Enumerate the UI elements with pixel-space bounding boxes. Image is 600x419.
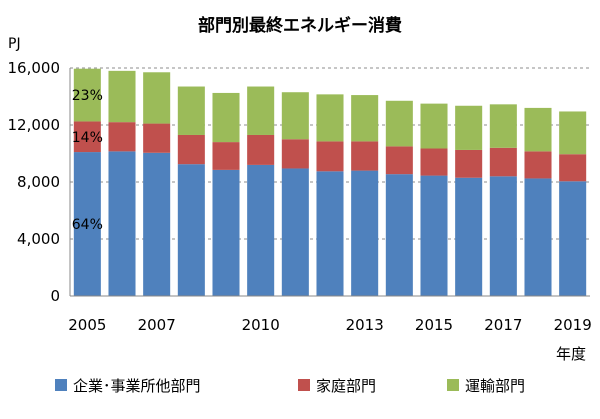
bar-segment	[455, 149, 483, 178]
bar-segment	[489, 147, 517, 177]
bar-segment	[143, 72, 171, 124]
bar-segment	[281, 92, 309, 140]
x-tick-label: 2013	[346, 316, 384, 334]
bar-segment	[351, 95, 379, 142]
bar-segment	[247, 86, 275, 135]
bar-segment	[143, 152, 171, 296]
legend-entry: 家庭部門	[316, 377, 376, 395]
bar-segment	[489, 104, 517, 148]
x-tick-label: 2019	[554, 316, 592, 334]
legend-entry: 企業･事業所他部門	[73, 377, 201, 395]
bar-segment	[212, 142, 240, 170]
bar-segment	[351, 170, 379, 296]
bar-segment	[420, 103, 448, 149]
bar-segment	[177, 134, 205, 165]
legend-swatch	[298, 379, 310, 391]
bar-segment	[143, 123, 171, 153]
bar-segment	[247, 134, 275, 165]
bar-segment	[73, 121, 101, 153]
bars	[73, 68, 587, 296]
x-tick-label: 2017	[484, 316, 522, 334]
legend-swatch	[55, 379, 67, 391]
y-tick-label: 16,000	[8, 59, 61, 77]
bar-segment	[108, 122, 136, 152]
bar-segment	[455, 177, 483, 296]
share-label: 23%	[72, 88, 103, 104]
bar-segment	[455, 105, 483, 150]
share-labels: 23% 14% 64%	[72, 88, 103, 233]
bar-segment	[108, 151, 136, 296]
x-tick-label: 2015	[415, 316, 453, 334]
bar-segment	[559, 111, 587, 155]
bar-segment	[524, 107, 552, 152]
bar-segment	[385, 100, 413, 147]
bar-segment	[316, 94, 344, 142]
y-axis-unit: PJ	[8, 36, 21, 52]
y-axis-ticks: 0 4,000 8,000 12,000 16,000	[8, 59, 61, 305]
bar-segment	[316, 171, 344, 296]
x-tick-label: 2010	[242, 316, 280, 334]
y-tick-label: 12,000	[8, 116, 61, 134]
legend: 企業･事業所他部門 家庭部門 運輸部門	[55, 377, 525, 395]
y-tick-label: 8,000	[17, 173, 60, 191]
bar-segment	[385, 174, 413, 296]
bar-segment	[73, 152, 101, 296]
bar-segment	[351, 141, 379, 171]
bar-segment	[420, 148, 448, 176]
bar-segment	[316, 141, 344, 172]
y-tick-label: 4,000	[17, 230, 60, 248]
x-axis-label: 年度	[556, 345, 586, 363]
bar-segment	[73, 68, 101, 122]
legend-entry: 運輸部門	[465, 377, 525, 395]
legend-swatch	[447, 379, 459, 391]
bar-segment	[524, 178, 552, 296]
bar-segment	[559, 181, 587, 296]
bar-segment	[177, 164, 205, 296]
bar-segment	[559, 154, 587, 182]
bar-segment	[247, 164, 275, 296]
bar-segment	[281, 139, 309, 169]
x-tick-label: 2007	[138, 316, 176, 334]
y-tick-label: 0	[50, 287, 60, 305]
bar-segment	[212, 169, 240, 296]
bar-segment	[108, 70, 136, 123]
bar-segment	[212, 92, 240, 143]
bar-segment	[524, 151, 552, 179]
chart-title: 部門別最終エネルギー消費	[198, 15, 402, 36]
share-label: 14%	[72, 130, 103, 146]
bar-segment	[385, 146, 413, 175]
bar-segment	[489, 176, 517, 296]
share-label: 64%	[72, 217, 103, 233]
bar-segment	[281, 168, 309, 296]
bar-segment	[177, 86, 205, 135]
x-tick-label: 2005	[68, 316, 106, 334]
x-axis-ticks: 2005 2007 2010 2013 2015 2017 2019	[68, 316, 592, 334]
bar-segment	[420, 175, 448, 296]
